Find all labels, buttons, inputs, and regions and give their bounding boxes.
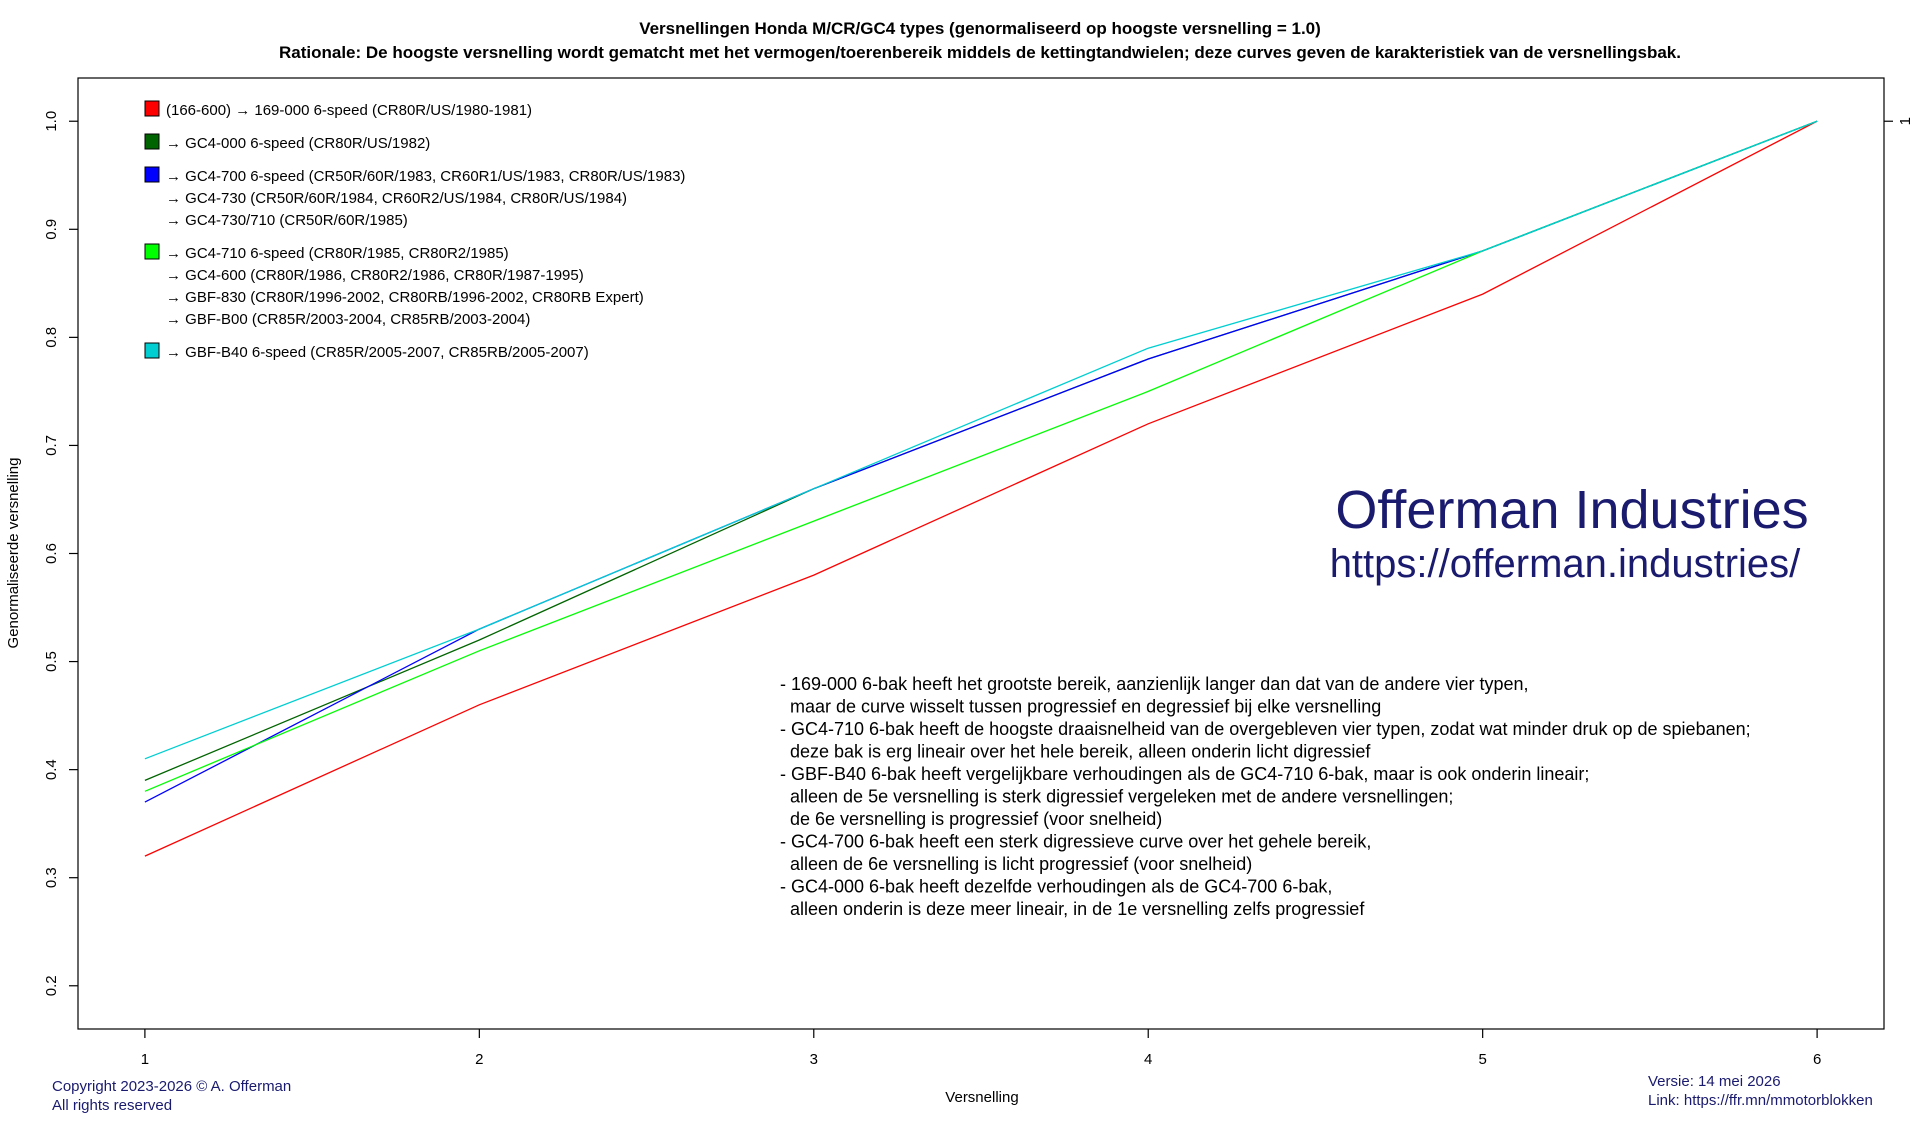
legend-entry: → GC4-700 6-speed (CR50R/60R/1983, CR60R…	[166, 168, 685, 185]
brand-url: https://offerman.industries/	[1330, 542, 1801, 586]
legend-entry: → GC4-710 6-speed (CR80R/1985, CR80R2/19…	[166, 245, 509, 262]
footer-copyright: Copyright 2023-2026 © A. Offerman	[52, 1078, 291, 1095]
annotation-line: deze bak is erg lineair over het hele be…	[780, 742, 1371, 762]
legend-swatch	[144, 100, 160, 117]
chart-title: Versnellingen Honda M/CR/GC4 types (geno…	[639, 19, 1321, 38]
annotation-line: alleen de 6e versnelling is licht progre…	[780, 854, 1252, 874]
legend-swatch	[144, 342, 160, 359]
legend-entry: → GBF-B40 6-speed (CR85R/2005-2007, CR85…	[166, 344, 589, 361]
legend-entry-extra: → GC4-730/710 (CR50R/60R/1985)	[166, 212, 408, 229]
annotation-line: alleen de 5e versnelling is sterk digres…	[780, 787, 1453, 807]
annotation-line: - GC4-710 6-bak heeft de hoogste draaisn…	[780, 719, 1751, 739]
chart-subtitle: Rationale: De hoogste versnelling wordt …	[279, 43, 1681, 62]
legend-swatch	[144, 243, 160, 260]
annotation-line: - 169-000 6-bak heeft het grootste berei…	[780, 674, 1529, 694]
annotation-line: - GC4-000 6-bak heeft dezelfde verhoudin…	[780, 877, 1332, 897]
footer-link: Link: https://ffr.mn/mmotorblokken	[1648, 1092, 1873, 1109]
x-tick-label: 6	[1813, 1051, 1821, 1068]
y-tick-label: 0.6	[43, 543, 60, 564]
y-tick-label: 0.7	[43, 435, 60, 456]
x-tick-label: 3	[810, 1051, 818, 1068]
y-axis-label: Genormaliseerde versnelling	[5, 458, 22, 649]
legend-swatch	[144, 166, 160, 183]
x-tick-label: 4	[1144, 1051, 1152, 1068]
y-tick-label: 0.9	[43, 219, 60, 240]
annotation-line: - GC4-700 6-bak heeft een sterk digressi…	[780, 832, 1371, 852]
x-tick-label: 1	[141, 1051, 149, 1068]
right-axis: 1	[1884, 117, 1914, 125]
legend: (166-600) → 169-000 6-speed (CR80R/US/19…	[144, 100, 685, 361]
legend-entry: (166-600) → 169-000 6-speed (CR80R/US/19…	[166, 102, 532, 119]
annotation-line: maar de curve wisselt tussen progressief…	[780, 697, 1381, 717]
series-line-1	[144, 120, 1818, 857]
brand-name: Offerman Industries	[1335, 480, 1808, 540]
legend-entry-extra: → GC4-730 (CR50R/60R/1984, CR60R2/US/198…	[166, 190, 627, 207]
series-lines	[144, 120, 1818, 857]
footer-version: Versie: 14 mei 2026	[1648, 1073, 1781, 1090]
x-tick-label: 2	[475, 1051, 483, 1068]
annotation-line: alleen onderin is deze meer lineair, in …	[780, 899, 1365, 919]
y-axis: 0.2 0.3 0.4 0.5 0.6 0.7 0.8 0.9 1.0	[43, 111, 78, 996]
legend-entry: → GC4-000 6-speed (CR80R/US/1982)	[166, 135, 430, 152]
annotation-line: de 6e versnelling is progressief (voor s…	[780, 809, 1162, 829]
footer-rights: All rights reserved	[52, 1097, 172, 1114]
y-tick-label: 0.2	[43, 975, 60, 996]
legend-swatch	[144, 133, 160, 150]
legend-entry-extra: → GBF-B00 (CR85R/2003-2004, CR85RB/2003-…	[166, 311, 530, 328]
right-tick-label: 1	[1897, 117, 1914, 125]
y-tick-label: 0.3	[43, 867, 60, 888]
x-axis-label: Versnelling	[945, 1089, 1018, 1106]
x-tick-label: 5	[1478, 1051, 1486, 1068]
y-tick-label: 0.8	[43, 327, 60, 348]
legend-entry-extra: → GBF-830 (CR80R/1996-2002, CR80RB/1996-…	[166, 289, 644, 306]
y-tick-label: 1.0	[43, 111, 60, 132]
series-line-5	[144, 120, 1818, 760]
y-tick-label: 0.5	[43, 651, 60, 672]
annotation-line: - GBF-B40 6-bak heeft vergelijkbare verh…	[780, 764, 1589, 784]
y-tick-label: 0.4	[43, 759, 60, 780]
legend-entry-extra: → GC4-600 (CR80R/1986, CR80R2/1986, CR80…	[166, 267, 584, 284]
x-axis: 1 2 3 4 5 6	[141, 1029, 1821, 1068]
annotations: - 169-000 6-bak heeft het grootste berei…	[780, 674, 1751, 919]
